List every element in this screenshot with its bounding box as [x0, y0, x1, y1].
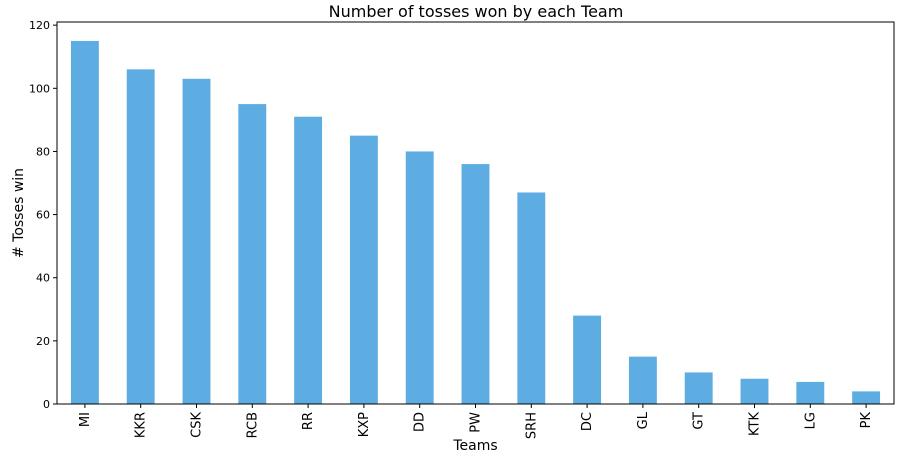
plot-frame: [56, 21, 895, 405]
x-tick-label: RCB: [245, 412, 260, 438]
x-tick-label: KTK: [748, 412, 763, 436]
bar-csk: [182, 78, 211, 404]
bar-kkr: [126, 69, 155, 404]
x-tick-label: PW: [469, 412, 484, 433]
bar-kxp: [349, 135, 378, 404]
x-tick-label: CSK: [190, 412, 205, 438]
x-tick-label: PK: [859, 412, 874, 429]
bar-rcb: [238, 104, 267, 404]
y-tick-label: 60: [36, 209, 50, 222]
x-tick-label: MI: [78, 412, 93, 427]
x-axis-title: Teams: [452, 438, 497, 454]
bar-dc: [573, 315, 602, 404]
y-tick-label: 20: [36, 335, 50, 348]
bars-group: [70, 40, 881, 405]
x-tick-label: DC: [580, 412, 595, 431]
bar-pk: [852, 391, 881, 404]
bar-gl: [628, 356, 657, 404]
y-axis-title: # Tosses win: [11, 168, 27, 258]
chart-title: Number of tosses won by each Team: [329, 2, 624, 21]
x-tick-label: KKR: [134, 412, 149, 438]
y-tick-label: 0: [43, 398, 50, 411]
bar-dd: [405, 151, 434, 404]
x-tick-label: KXP: [357, 412, 372, 437]
y-axis: 0 20 40 60 80 100 120: [29, 19, 57, 411]
x-tick-label: LG: [803, 412, 818, 429]
bar-ktk: [740, 378, 769, 404]
y-tick-label: 40: [36, 272, 50, 285]
x-axis: MI KKR CSK RCB RR KXP DD PW SRH DC GL GT KTK LG PK: [78, 404, 874, 439]
bar-rr: [294, 116, 323, 404]
x-tick-label: GL: [636, 411, 651, 429]
y-tick-label: 80: [36, 145, 50, 158]
bar-pw: [461, 164, 490, 404]
bar-gt: [684, 372, 713, 404]
x-tick-label: DD: [413, 412, 428, 432]
bar-srh: [517, 192, 546, 404]
x-tick-label: SRH: [524, 412, 539, 439]
y-tick-label: 120: [29, 19, 50, 32]
x-tick-label: GT: [692, 412, 707, 430]
bar-lg: [796, 381, 825, 404]
y-tick-label: 100: [29, 82, 50, 95]
bar-mi: [70, 40, 99, 405]
x-tick-label: RR: [301, 412, 316, 430]
